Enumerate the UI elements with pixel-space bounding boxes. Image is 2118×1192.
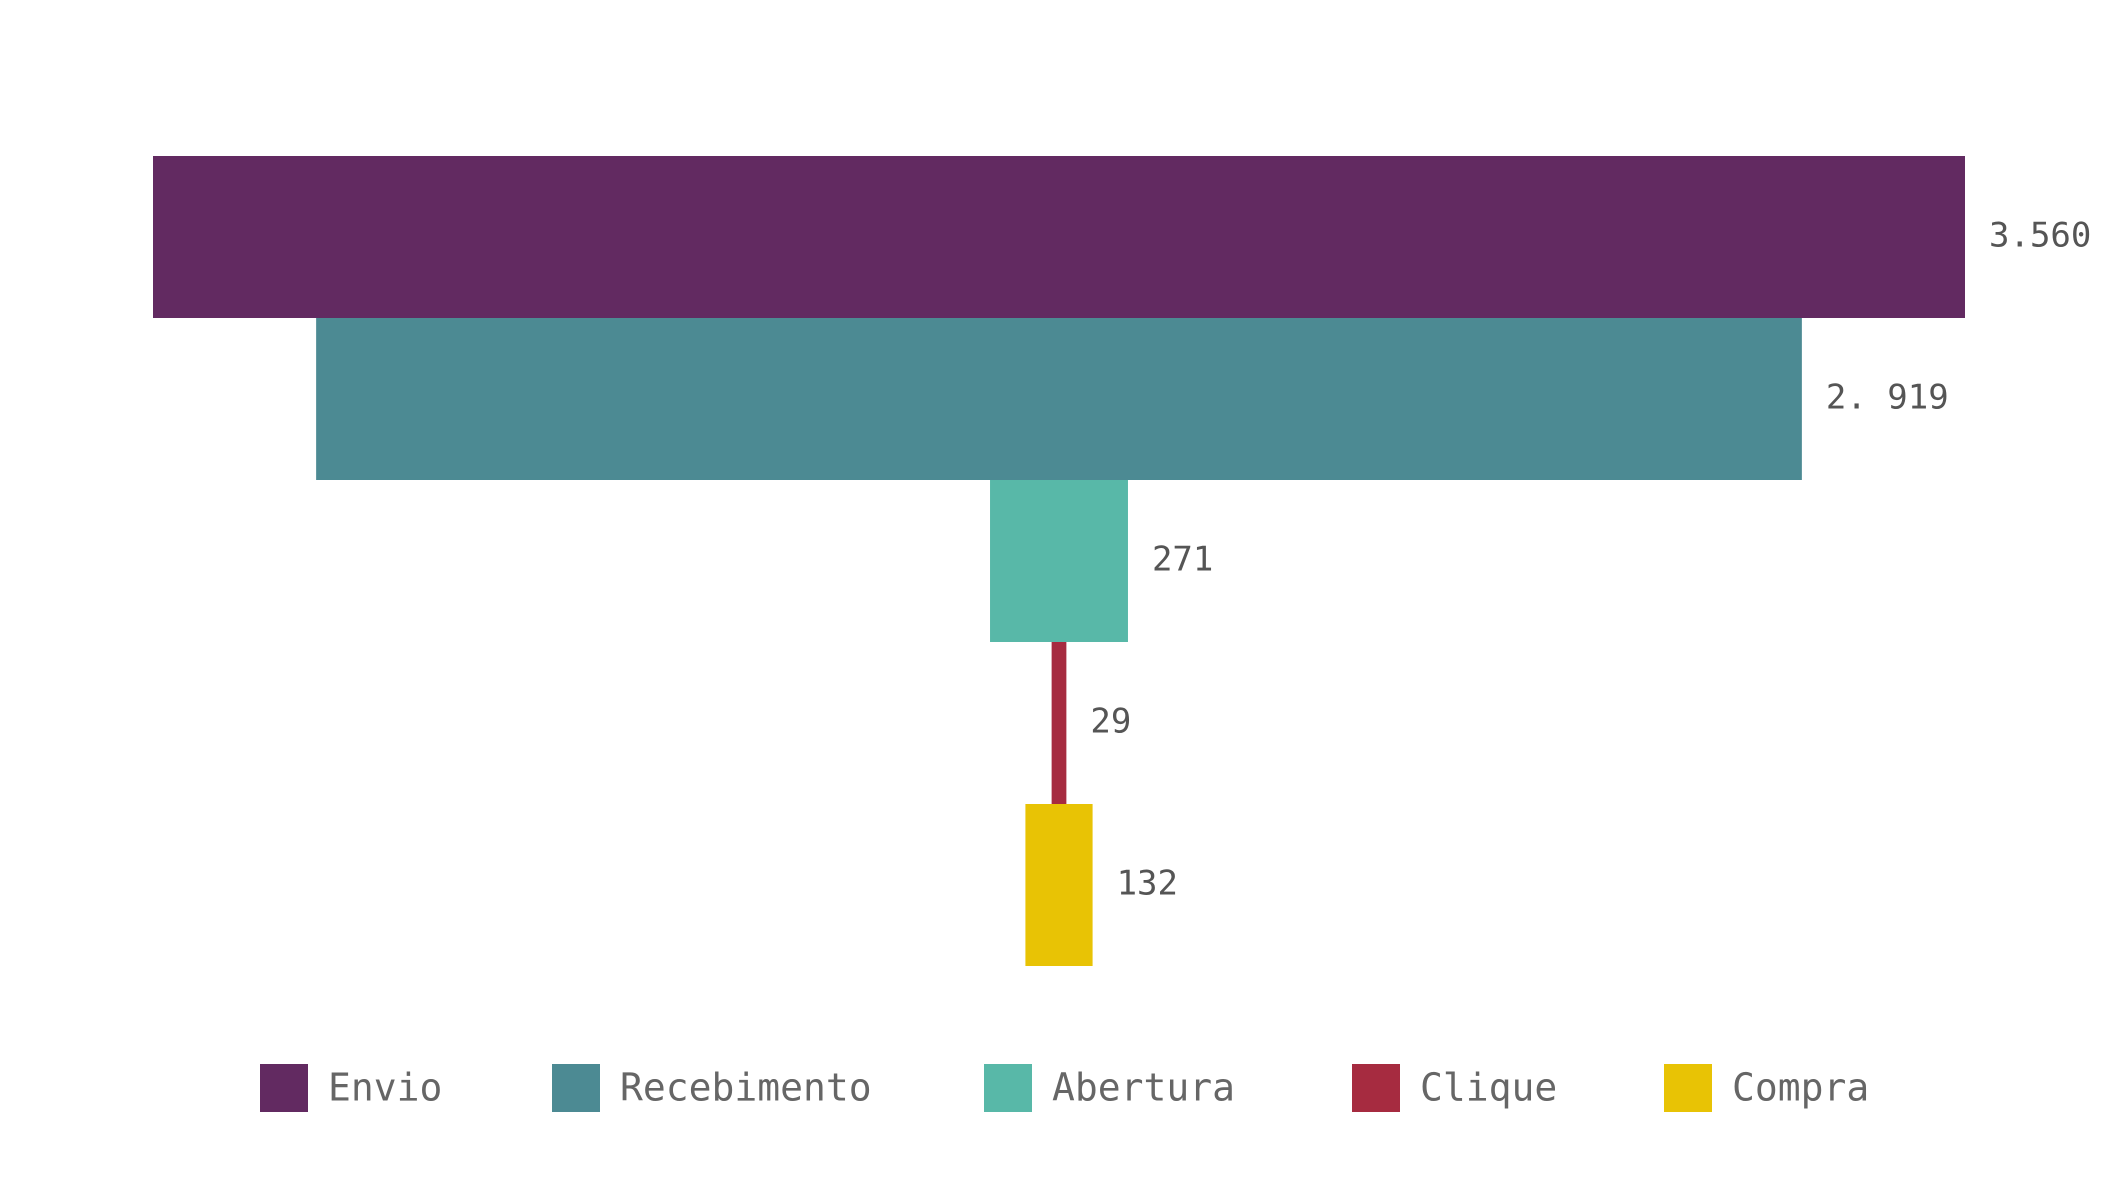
funnel-bar-clique (1051, 642, 1067, 804)
legend-swatch-envio (260, 1064, 308, 1112)
legend-label-compra: Compra (1732, 1066, 1869, 1110)
funnel-bar-recebimento (316, 318, 1802, 480)
funnel-bar-envio (153, 156, 1965, 318)
legend-item-clique: Clique (1352, 1064, 1557, 1112)
legend-item-abertura: Abertura (984, 1064, 1235, 1112)
legend-label-envio: Envio (328, 1066, 442, 1110)
value-label-envio: 3.560 (1989, 216, 2091, 256)
legend: Envio Recebimento Abertura Clique Compra (260, 1064, 1869, 1112)
legend-item-compra: Compra (1664, 1064, 1869, 1112)
value-label-compra: 132 (1117, 864, 1178, 904)
funnel-bars (153, 156, 1965, 966)
legend-item-recebimento: Recebimento (552, 1064, 872, 1112)
value-label-clique: 29 (1090, 702, 1131, 742)
legend-swatch-compra (1664, 1064, 1712, 1112)
legend-swatch-abertura (984, 1064, 1032, 1112)
legend-swatch-recebimento (552, 1064, 600, 1112)
legend-label-recebimento: Recebimento (620, 1066, 872, 1110)
legend-swatch-clique (1352, 1064, 1400, 1112)
value-label-abertura: 271 (1152, 540, 1213, 580)
funnel-bar-abertura (990, 480, 1128, 642)
value-label-recebimento: 2. 919 (1826, 378, 1949, 418)
legend-item-envio: Envio (260, 1064, 442, 1112)
value-labels: 3.560 2. 919 271 29 132 (1090, 216, 2091, 904)
legend-label-clique: Clique (1420, 1066, 1557, 1110)
legend-label-abertura: Abertura (1052, 1066, 1235, 1110)
funnel-bar-compra (1025, 804, 1093, 966)
